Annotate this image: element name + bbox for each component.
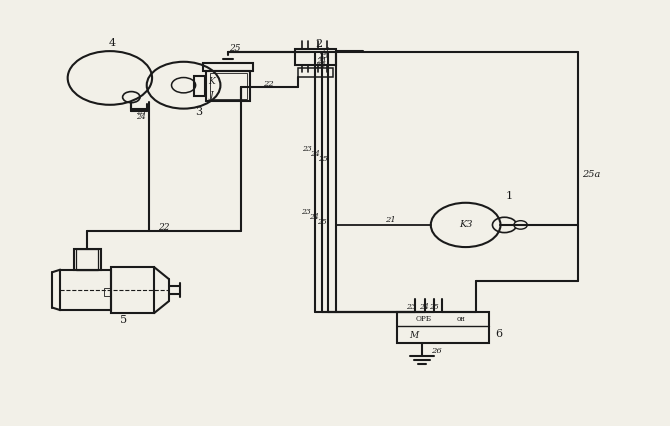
Bar xyxy=(210,73,247,99)
Text: 25a: 25a xyxy=(582,170,600,179)
Text: 23: 23 xyxy=(407,303,416,311)
Text: 6: 6 xyxy=(496,328,502,339)
Text: 24: 24 xyxy=(310,213,319,221)
Bar xyxy=(60,270,111,310)
Text: 26: 26 xyxy=(431,348,442,355)
Text: М: М xyxy=(409,331,418,340)
Bar xyxy=(298,68,333,77)
Bar xyxy=(295,49,336,65)
Text: 25: 25 xyxy=(318,52,329,60)
Text: 24: 24 xyxy=(310,150,320,158)
Bar xyxy=(194,76,205,96)
Text: 23: 23 xyxy=(302,145,312,153)
Text: 23: 23 xyxy=(302,208,311,216)
Text: он: он xyxy=(456,315,466,322)
Bar xyxy=(74,249,100,270)
Text: K: K xyxy=(208,77,215,86)
Text: 21: 21 xyxy=(385,216,395,224)
Text: 22: 22 xyxy=(158,223,170,233)
Text: 24: 24 xyxy=(419,303,428,311)
Text: 3: 3 xyxy=(195,106,202,117)
Bar xyxy=(104,288,111,296)
Text: 2: 2 xyxy=(316,39,322,49)
Text: 25: 25 xyxy=(228,44,241,54)
Bar xyxy=(203,63,253,71)
Text: 25: 25 xyxy=(318,155,328,163)
Text: 5: 5 xyxy=(121,315,127,325)
Bar xyxy=(206,71,250,101)
Text: 21: 21 xyxy=(320,47,330,55)
Text: 1: 1 xyxy=(506,191,513,201)
Circle shape xyxy=(514,221,527,229)
Text: ОРБ: ОРБ xyxy=(415,315,431,322)
Text: 24: 24 xyxy=(316,58,327,65)
Bar xyxy=(111,267,154,313)
Text: 23: 23 xyxy=(136,109,145,116)
Bar xyxy=(76,249,98,270)
Text: J: J xyxy=(210,91,214,101)
Text: 4: 4 xyxy=(109,37,116,48)
Text: K3: K3 xyxy=(459,220,472,230)
Text: 24: 24 xyxy=(136,113,145,121)
Text: 22: 22 xyxy=(263,81,273,88)
Bar xyxy=(397,312,489,343)
Text: 25: 25 xyxy=(429,303,439,311)
Text: 23: 23 xyxy=(315,63,326,70)
Text: 25: 25 xyxy=(318,219,327,226)
